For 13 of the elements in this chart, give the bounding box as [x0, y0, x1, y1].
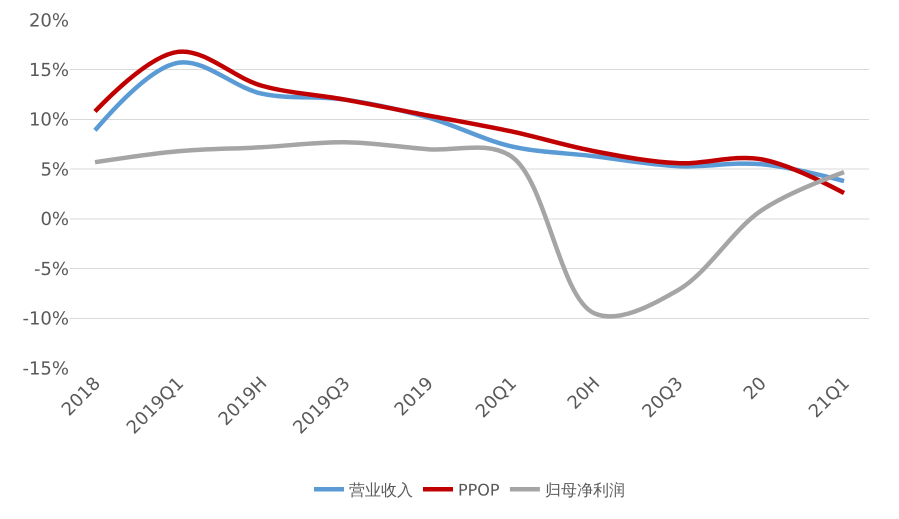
y-tick-label: -10%	[22, 308, 69, 330]
legend-label: 归母净利润	[544, 480, 625, 500]
x-tick-label: 20	[740, 373, 771, 404]
y-tick-label: -5%	[34, 258, 69, 280]
y-tick-label: 5%	[40, 159, 69, 180]
line-series	[92, 49, 846, 196]
legend-label: PPOP	[458, 480, 500, 500]
y-tick-label: 0%	[40, 209, 69, 230]
y-tick-label: -15%	[22, 358, 69, 380]
y-tick-label: 15%	[28, 60, 69, 82]
y-tick-label: 10%	[28, 110, 69, 131]
y-tick-label: 20%	[28, 10, 69, 32]
legend-label: 营业收入	[349, 480, 413, 500]
